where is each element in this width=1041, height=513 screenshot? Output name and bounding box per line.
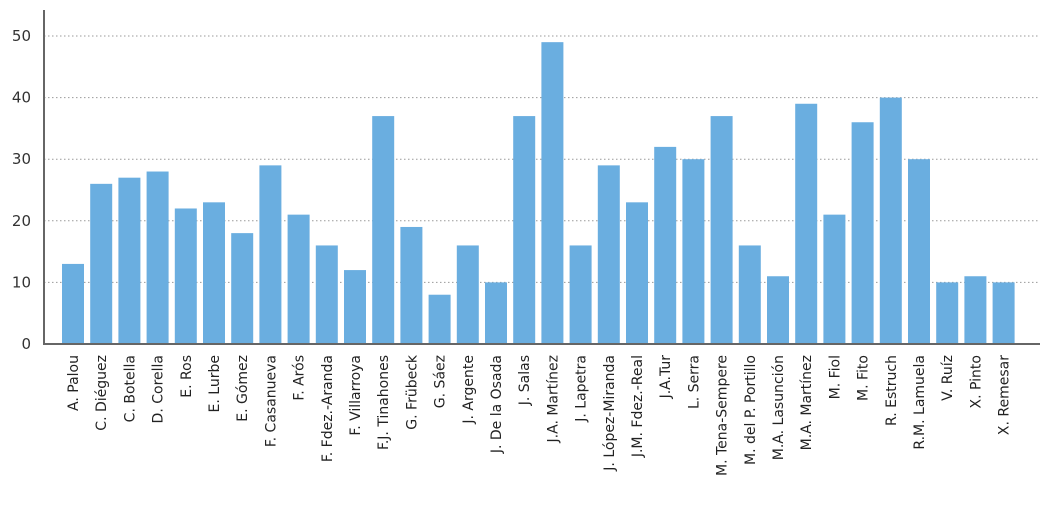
x-category-label: D. Corella — [151, 355, 167, 423]
bar — [654, 146, 677, 344]
bar — [964, 276, 987, 344]
y-tick-label: 10 — [12, 273, 31, 291]
bar — [879, 97, 902, 344]
bar — [315, 245, 338, 344]
bar — [456, 245, 479, 344]
bar — [62, 263, 84, 344]
x-category-label: J. De la Osada — [489, 355, 505, 454]
y-tick-label: 20 — [12, 212, 31, 230]
bar — [682, 159, 705, 344]
bar — [118, 177, 141, 344]
x-category-label: M.A. Martínez — [799, 355, 815, 450]
x-category-label: L. Serra — [686, 355, 702, 409]
y-tick-label: 40 — [12, 89, 31, 107]
x-category-label: J. López-Miranda — [602, 355, 618, 472]
bar — [626, 202, 648, 344]
bar — [851, 122, 874, 345]
bar — [146, 171, 169, 344]
x-category-label: J.A.Tur — [658, 355, 674, 400]
x-category-label: M. Fiol — [827, 355, 843, 399]
bar — [569, 245, 592, 344]
bar — [992, 282, 1015, 344]
bar — [90, 183, 113, 344]
x-category-label: X. Pinto — [968, 355, 984, 408]
x-category-label: C. Diéguez — [94, 355, 110, 431]
y-tick-label: 50 — [12, 27, 31, 45]
x-category-label: M. del P. Portillo — [743, 355, 759, 465]
x-category-label: M. Tena-Sempere — [715, 355, 731, 476]
bar — [287, 214, 310, 344]
x-category-label: R. Estruch — [884, 355, 900, 426]
x-category-label: M. Fito — [856, 355, 872, 401]
x-category-label: F. Fdez.-Aranda — [320, 355, 336, 462]
bar — [541, 42, 564, 344]
axes — [43, 10, 1040, 345]
x-category-label: G. Frübeck — [404, 354, 420, 430]
bar — [767, 276, 789, 344]
bar — [908, 159, 930, 344]
x-category-label: F.J. Tinahones — [376, 355, 392, 450]
x-category-label: J.A. Martínez — [545, 355, 561, 443]
x-category-label: J. Salas — [517, 355, 533, 406]
x-category-label: J. Lapetra — [574, 355, 590, 423]
x-category-label: M.A. Lasunción — [771, 355, 787, 460]
x-category-label: E. Ros — [179, 355, 195, 398]
x-category-label: E. Gómez — [235, 355, 251, 422]
bar — [174, 208, 197, 344]
bar — [203, 202, 225, 344]
x-category-label: X. Remesar — [997, 355, 1013, 435]
x-category-label: G. Sáez — [433, 355, 449, 408]
bar — [485, 282, 507, 344]
x-category-label: C. Botella — [122, 355, 138, 422]
bar — [936, 282, 959, 344]
x-category-labels: A. Palou C. Diéguez C. Botella D. Corella E.… — [66, 354, 1013, 476]
bar — [795, 103, 818, 344]
y-tick-labels: 0 10 20 30 40 50 — [12, 27, 31, 353]
bar — [738, 245, 761, 344]
bar — [710, 116, 733, 344]
bar — [400, 226, 423, 344]
x-category-label: R.M. Lamuela — [912, 355, 928, 450]
bar — [231, 233, 254, 344]
x-category-label: J. Argente — [461, 355, 477, 425]
bar — [344, 270, 366, 344]
bars — [62, 42, 1015, 345]
bar — [372, 116, 395, 344]
x-category-label: V. Ruíz — [940, 355, 956, 401]
y-tick-label: 0 — [21, 335, 31, 353]
x-category-label: E. Lurbe — [207, 355, 223, 412]
bar — [513, 116, 536, 344]
x-category-label: F. Villarroya — [348, 355, 364, 436]
x-category-label: F. Arós — [292, 355, 308, 401]
bar — [259, 165, 282, 344]
bar — [597, 165, 620, 344]
x-category-label: J.M. Fdez.-Real — [630, 355, 646, 458]
bar — [428, 294, 451, 344]
x-category-label: F. Casanueva — [263, 355, 279, 447]
bar — [823, 214, 846, 344]
y-tick-label: 30 — [12, 150, 31, 168]
x-category-label: A. Palou — [66, 355, 82, 411]
